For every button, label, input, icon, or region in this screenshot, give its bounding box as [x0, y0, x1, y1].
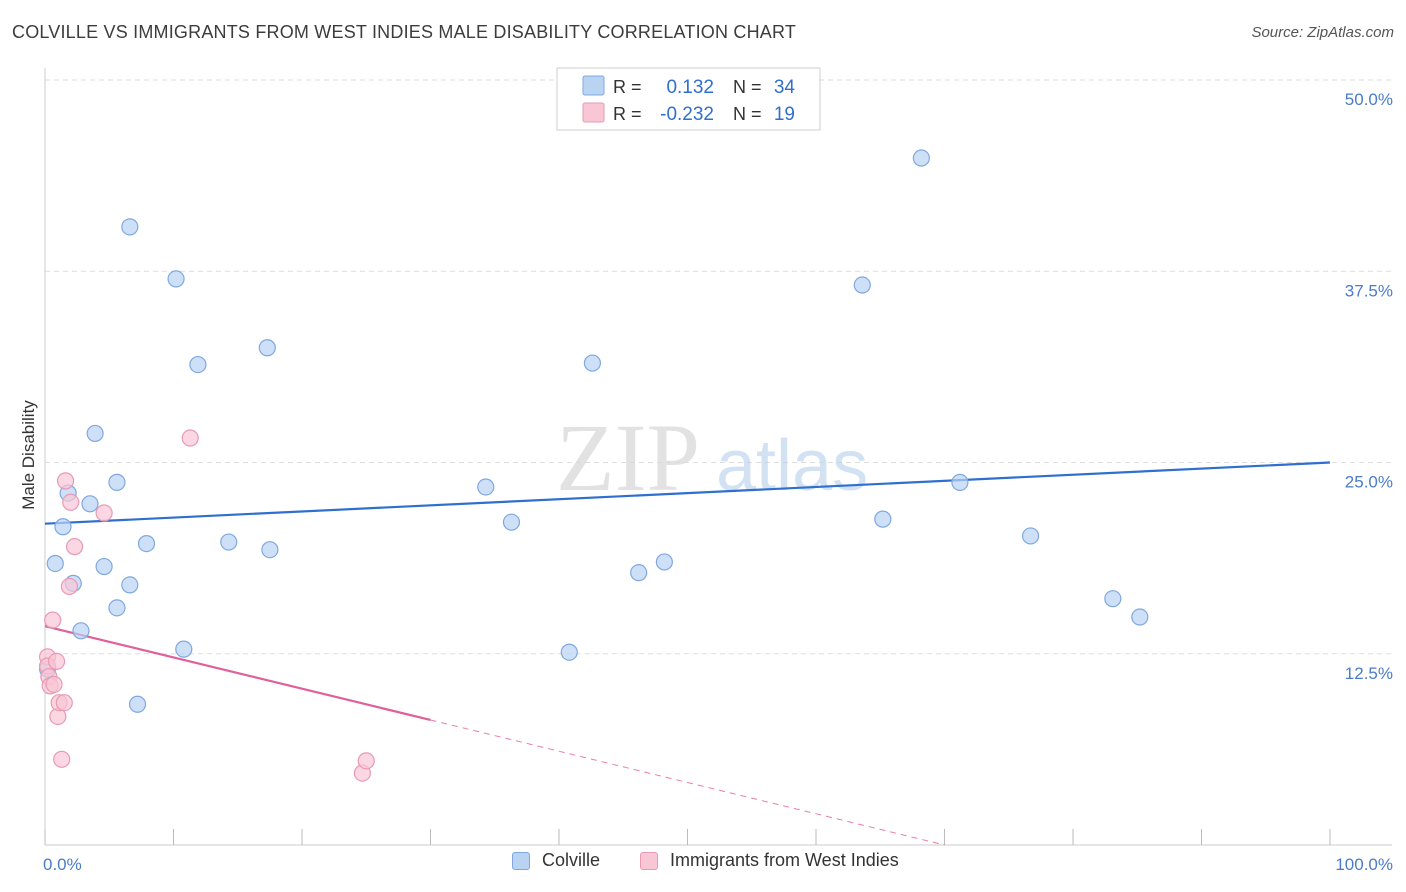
legend-n-value: 19 — [774, 104, 795, 125]
data-point — [1104, 590, 1122, 608]
trend-line-extension — [430, 719, 945, 846]
data-point — [357, 752, 375, 770]
legend-swatch-west-indies — [582, 102, 605, 123]
data-point — [181, 429, 199, 447]
x-tick-label: 0.0% — [43, 855, 82, 874]
legend-label-west-indies: Immigrants from West Indies — [670, 850, 899, 870]
data-point — [583, 354, 602, 372]
data-point — [853, 276, 871, 294]
legend-n-label: N = — [733, 77, 762, 97]
data-point — [81, 495, 99, 513]
legend-swatch-colville — [582, 75, 605, 96]
source-label: Source: ZipAtlas.com — [1251, 24, 1394, 41]
data-point — [189, 355, 207, 374]
data-point — [65, 538, 84, 556]
tick-labels: 12.5% 25.0% 37.5% 50.0% 0.0% 100.0% — [43, 90, 1393, 874]
y-tick-label: 37.5% — [1345, 281, 1393, 300]
data-point — [502, 513, 521, 531]
watermark-atlas: atlas — [716, 426, 868, 506]
data-point — [1021, 527, 1040, 545]
data-point — [46, 554, 64, 573]
data-point — [54, 518, 72, 536]
y-tick-label: 25.0% — [1345, 473, 1393, 492]
data-point — [108, 473, 126, 491]
gridlines — [45, 79, 1392, 655]
axes — [44, 68, 1392, 846]
legend-label-colville: Colville — [542, 850, 601, 870]
data-point — [95, 557, 113, 576]
legend-n-label: N = — [733, 104, 762, 124]
legend-swatch-colville — [512, 851, 530, 870]
data-point — [167, 270, 185, 288]
data-point — [560, 643, 578, 661]
data-point — [60, 577, 79, 596]
legend-swatch-west-indies — [640, 851, 658, 870]
data-point — [477, 478, 495, 496]
data-point — [56, 472, 75, 490]
data-point — [121, 576, 139, 594]
data-point — [220, 533, 238, 551]
legend-r-label: R = — [613, 77, 642, 97]
data-point — [261, 541, 279, 559]
legend-item-west-indies: Immigrants from West Indies — [640, 850, 899, 871]
legend-r-value: 0.132 — [666, 77, 714, 98]
data-point — [1131, 608, 1149, 626]
chart-title: COLVILLE VS IMMIGRANTS FROM WEST INDIES … — [12, 22, 797, 42]
data-point — [45, 675, 63, 693]
trend-line — [44, 461, 1331, 525]
legend-r-label: R = — [613, 104, 642, 124]
watermark: ZIP atlas — [556, 404, 868, 511]
data-point — [47, 652, 66, 671]
data-point — [108, 599, 126, 617]
data-point — [655, 553, 673, 571]
data-point — [175, 640, 193, 658]
y-axis-label: Male Disability — [19, 400, 38, 510]
data-points — [38, 149, 1149, 782]
correlation-legend: R = 0.132 N = 34 R = -0.232 N = 19 — [556, 67, 821, 131]
data-point — [137, 534, 156, 553]
legend-item-colville: Colville — [512, 850, 600, 871]
data-point — [95, 504, 113, 522]
legend-r-value: -0.232 — [660, 104, 714, 125]
data-point — [121, 218, 139, 236]
data-point — [630, 564, 648, 582]
data-point — [44, 611, 62, 629]
y-tick-label: 50.0% — [1345, 90, 1393, 109]
trend-line — [44, 625, 431, 722]
data-point — [55, 694, 73, 712]
data-point — [72, 622, 90, 640]
trend-lines — [44, 461, 1331, 846]
data-point — [62, 493, 80, 511]
series-legend: Colville Immigrants from West Indies — [0, 850, 1406, 880]
data-point — [128, 695, 147, 713]
data-point — [258, 339, 276, 357]
data-point — [53, 750, 71, 768]
legend-n-value: 34 — [774, 77, 796, 98]
data-point — [86, 424, 104, 443]
data-point — [951, 473, 969, 491]
data-point — [912, 149, 930, 167]
y-tick-label: 12.5% — [1345, 664, 1393, 683]
data-point — [874, 510, 892, 528]
x-tick-label: 100.0% — [1335, 855, 1393, 874]
